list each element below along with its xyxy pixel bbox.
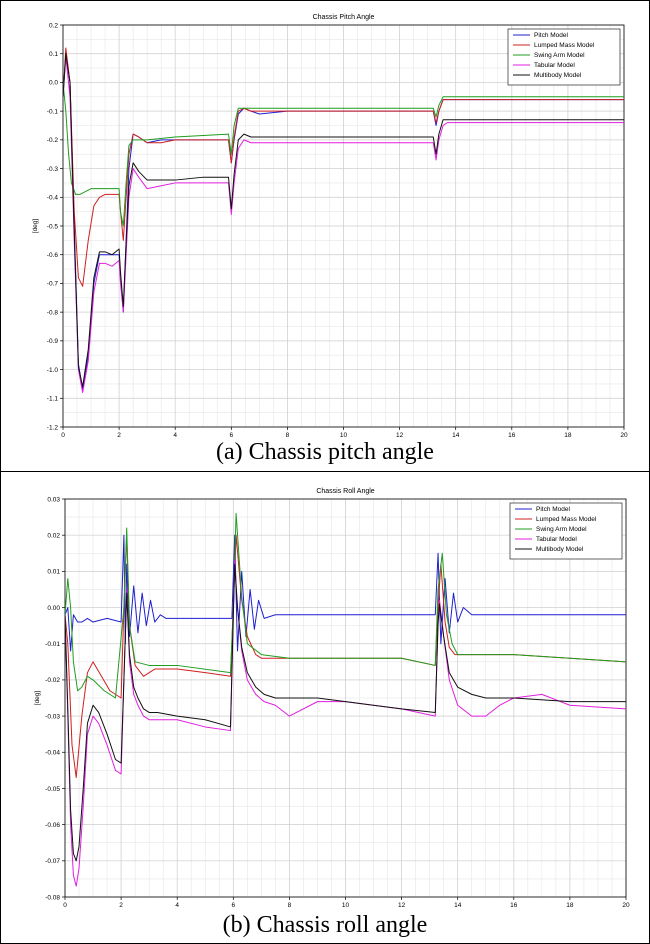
x-tick-label: 10 <box>342 902 350 909</box>
legend-entry: Tabular Model <box>536 536 577 543</box>
x-tick-label: 12 <box>398 902 406 909</box>
y-tick-label: -0.01 <box>45 641 60 648</box>
x-tick-label: 10 <box>340 432 348 437</box>
y-tick-label: 0.0 <box>49 80 58 87</box>
x-tick-label: 14 <box>454 902 462 909</box>
x-tick-label: 16 <box>510 902 518 909</box>
x-tick-label: 6 <box>231 902 235 909</box>
x-tick-label: 4 <box>175 902 179 909</box>
legend-entry: Lumped Mass Model <box>536 516 597 523</box>
x-tick-label: 0 <box>61 432 65 437</box>
legend-box <box>509 502 623 560</box>
series-line-pitch-model <box>65 534 626 652</box>
chart-title: Chassis Roll Angle <box>316 488 374 495</box>
x-tick-label: 0 <box>63 902 67 909</box>
y-tick-label: 0.2 <box>49 22 58 29</box>
x-tick-label: 14 <box>452 432 460 437</box>
y-tick-label: -0.2 <box>47 137 59 144</box>
y-tick-label: -0.06 <box>45 822 60 829</box>
x-tick-label: 20 <box>620 432 628 437</box>
y-tick-label: -0.05 <box>45 786 60 793</box>
y-tick-label: -0.9 <box>47 338 59 345</box>
legend-box <box>507 28 621 86</box>
y-tick-label: -0.08 <box>45 894 60 901</box>
x-tick-label: 2 <box>119 902 123 909</box>
x-tick-label: 16 <box>508 432 516 437</box>
series-line-multibody-model <box>63 53 624 388</box>
legend-entry: Lumped Mass Model <box>534 42 595 49</box>
roll-angle-caption: (b) Chassis roll angle <box>222 912 428 938</box>
y-tick-label: -0.04 <box>45 750 60 757</box>
x-tick-label: 12 <box>396 432 404 437</box>
y-tick-label: -1.1 <box>47 396 59 403</box>
roll-angle-chart: Chassis Roll Angle 0 2 4 6 8 10 12 14 16 18 20 0.03 0… <box>34 488 630 909</box>
y-tick-label: -0.7 <box>47 281 59 288</box>
pitch-angle-panel: Chassis Pitch Angle 0 2 4 6 8 10 12 14 16 18 20 0.2 0… <box>0 0 650 472</box>
legend-entry: Tabular Model <box>534 62 575 69</box>
y-tick-label: -1.2 <box>47 424 59 431</box>
y-tick-label: -0.8 <box>47 309 59 316</box>
legend-entry: Swing Arm Model <box>536 526 587 533</box>
chart-title: Chassis Pitch Angle <box>313 14 375 21</box>
x-tick-label: 18 <box>566 902 574 909</box>
pitch-angle-chart: Chassis Pitch Angle 0 2 4 6 8 10 12 14 16 18 20 0.2 0… <box>32 14 628 437</box>
y-axis-label: [deg] <box>34 691 41 706</box>
pitch-angle-caption: (a) Chassis pitch angle <box>216 439 434 465</box>
x-tick-label: 8 <box>288 902 292 909</box>
legend-entry: Multibody Model <box>534 72 582 79</box>
legend-entry: Swing Arm Model <box>534 52 585 59</box>
x-tick-label: 2 <box>117 432 121 437</box>
series-line-swing-arm-model <box>63 82 624 227</box>
series-line-tabular-model <box>63 56 624 394</box>
series-line-swing-arm-model <box>65 512 626 699</box>
y-tick-label: -0.6 <box>47 252 59 259</box>
x-tick-label: 8 <box>286 432 290 437</box>
y-tick-label: -0.03 <box>45 713 60 720</box>
legend-entry: Multibody Model <box>536 546 584 553</box>
legend-entry: Pitch Model <box>534 32 569 39</box>
y-tick-label: -0.07 <box>45 858 60 865</box>
y-tick-label: -0.1 <box>47 108 59 115</box>
x-tick-label: 18 <box>564 432 572 437</box>
y-tick-label: -1.0 <box>47 367 59 374</box>
y-tick-label: 0.03 <box>47 496 60 503</box>
y-tick-label: -0.3 <box>47 166 59 173</box>
series-line-lumped-mass-model <box>63 47 624 287</box>
x-tick-label: 4 <box>173 432 177 437</box>
y-axis-label: [deg] <box>32 219 39 234</box>
roll-angle-panel: Chassis Roll Angle 0 2 4 6 8 10 12 14 16 18 20 0.03 0… <box>0 471 650 944</box>
x-tick-label: 6 <box>229 432 233 437</box>
y-tick-label: -0.02 <box>45 677 60 684</box>
series-line-multibody-model <box>65 563 626 862</box>
y-tick-label: 0.00 <box>47 605 60 612</box>
y-tick-label: -0.5 <box>47 223 59 230</box>
legend-entry: Pitch Model <box>536 506 571 513</box>
y-tick-label: 0.02 <box>47 532 60 539</box>
y-tick-label: 0.1 <box>49 51 58 58</box>
y-tick-label: 0.01 <box>47 569 60 576</box>
x-tick-label: 20 <box>622 902 630 909</box>
y-tick-label: -0.4 <box>47 195 59 202</box>
